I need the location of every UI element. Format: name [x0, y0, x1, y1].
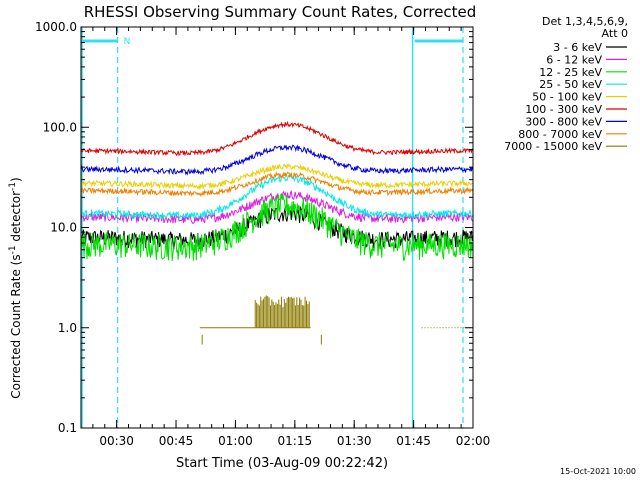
series-line — [80, 163, 474, 191]
series-2 — [80, 193, 474, 262]
legend-header-line2: Att 0 — [602, 27, 628, 40]
y-label-sup2: -1 — [8, 182, 18, 191]
x-axis-label: Start Time (03-Aug-09 00:22:42) — [176, 456, 388, 471]
plot-frame — [80, 26, 474, 429]
legend-entry-label: 12 - 25 keV — [539, 66, 602, 79]
y-tick-label: 0.1 — [58, 421, 77, 435]
x-tick-label: 02:00 — [456, 434, 491, 448]
y-label-end: ) — [9, 177, 23, 182]
y-tick-label: 100.0 — [43, 120, 77, 134]
series-6 — [80, 144, 474, 176]
svg-text:Corrected Count Rate (s-1 dete: Corrected Count Rate (s-1 detector-1) — [8, 177, 23, 398]
x-tick-label: 01:30 — [337, 434, 372, 448]
y-label-mid: detector — [9, 191, 23, 246]
y-label-sup1: -1 — [8, 245, 18, 254]
y-tick-label: 1000.0 — [35, 20, 77, 34]
series-7 — [80, 171, 474, 198]
x-tick-label: 01:45 — [396, 434, 431, 448]
series-layer — [80, 120, 474, 345]
night-marker-label: N — [124, 37, 131, 47]
series-line — [80, 174, 474, 220]
x-tick-label: 01:15 — [278, 434, 313, 448]
series-line — [80, 144, 474, 176]
chart-title: RHESSI Observing Summary Count Rates, Co… — [84, 3, 477, 21]
legend-entry-label: 6 - 12 keV — [546, 53, 602, 66]
x-tick-label: 00:30 — [99, 434, 134, 448]
series-5 — [80, 120, 474, 157]
series-line — [80, 193, 474, 262]
x-tick-label: 01:00 — [218, 434, 253, 448]
legend-entry-label: 100 - 300 keV — [525, 103, 602, 116]
y-tick-label: 10.0 — [50, 221, 77, 235]
y-label-main: Corrected Count Rate (s — [9, 254, 23, 398]
axes: 00:30 00:45 01:00 01:15 01:30 01:45 02:00 0.1 1.… — [35, 20, 490, 448]
legend-entry-label: 25 - 50 keV — [539, 78, 602, 91]
series-line — [80, 120, 474, 157]
legend-entry-label: 800 - 7000 keV — [518, 128, 602, 141]
legend-entry-label: 7000 - 15000 keV — [504, 140, 602, 153]
series-8 — [199, 295, 473, 345]
legend-entry-label: 50 - 100 keV — [532, 91, 602, 104]
legend-entry-label: 3 - 6 keV — [553, 41, 602, 54]
eclipse-markers: N — [81, 27, 464, 428]
footer-date: 15-Oct-2021 10:00 — [560, 467, 636, 476]
legend-entry-label: 300 - 800 keV — [525, 115, 602, 128]
series-line — [80, 171, 474, 198]
legend-header-line1: Det 1,3,4,5,6,9, — [542, 15, 628, 28]
series-4 — [80, 163, 474, 191]
y-axis-label: Corrected Count Rate (s-1 detector-1) — [8, 177, 23, 398]
x-tick-label: 00:45 — [159, 434, 194, 448]
series-3 — [80, 174, 474, 220]
y-tick-label: 1.0 — [58, 321, 77, 335]
